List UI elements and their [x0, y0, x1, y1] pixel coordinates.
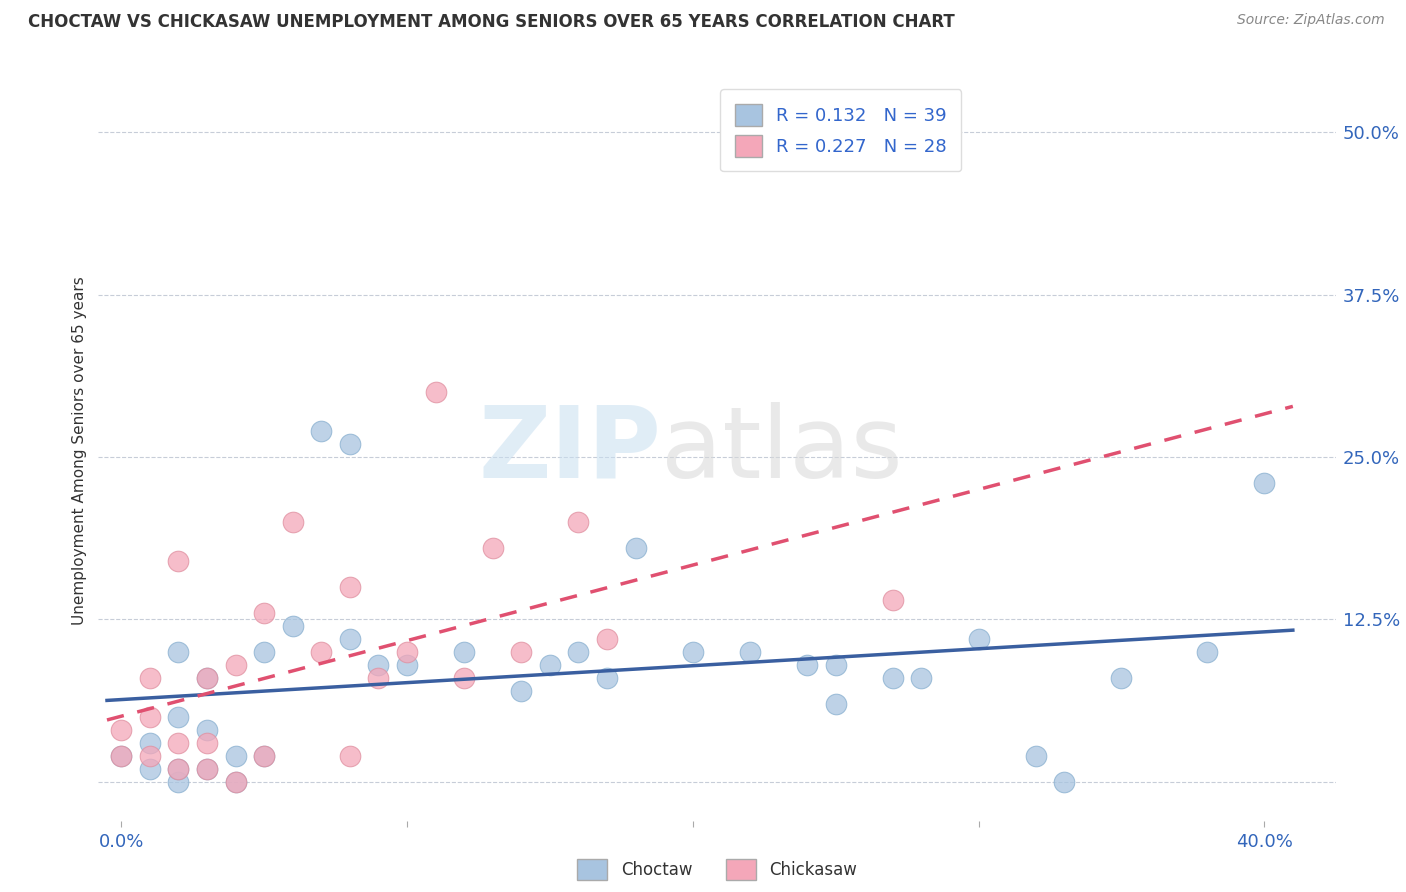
Point — [738, 645, 761, 659]
Point — [139, 710, 162, 724]
Point — [167, 774, 190, 789]
Point — [395, 645, 418, 659]
Point — [225, 657, 247, 672]
Point — [596, 671, 619, 685]
Point — [624, 541, 647, 555]
Point — [339, 748, 361, 763]
Point — [367, 671, 389, 685]
Point — [225, 748, 247, 763]
Point — [253, 748, 276, 763]
Point — [967, 632, 990, 646]
Point — [225, 774, 247, 789]
Point — [281, 619, 304, 633]
Point — [538, 657, 561, 672]
Point — [453, 645, 475, 659]
Point — [510, 645, 533, 659]
Point — [596, 632, 619, 646]
Point — [1111, 671, 1133, 685]
Point — [139, 762, 162, 776]
Point — [167, 554, 190, 568]
Point — [824, 657, 846, 672]
Point — [195, 671, 218, 685]
Point — [253, 645, 276, 659]
Point — [339, 580, 361, 594]
Point — [253, 748, 276, 763]
Point — [1053, 774, 1076, 789]
Point — [510, 683, 533, 698]
Text: ZIP: ZIP — [478, 402, 661, 499]
Text: CHOCTAW VS CHICKASAW UNEMPLOYMENT AMONG SENIORS OVER 65 YEARS CORRELATION CHART: CHOCTAW VS CHICKASAW UNEMPLOYMENT AMONG … — [28, 13, 955, 31]
Point — [395, 657, 418, 672]
Point — [453, 671, 475, 685]
Point — [281, 515, 304, 529]
Y-axis label: Unemployment Among Seniors over 65 years: Unemployment Among Seniors over 65 years — [72, 277, 87, 624]
Point — [367, 657, 389, 672]
Point — [311, 424, 333, 438]
Point — [882, 592, 904, 607]
Point — [1025, 748, 1047, 763]
Point — [339, 632, 361, 646]
Point — [567, 515, 589, 529]
Point — [167, 736, 190, 750]
Point — [110, 723, 132, 737]
Point — [195, 762, 218, 776]
Point — [110, 748, 132, 763]
Point — [1253, 475, 1275, 490]
Point — [195, 671, 218, 685]
Point — [167, 762, 190, 776]
Point — [311, 645, 333, 659]
Point — [882, 671, 904, 685]
Point — [339, 437, 361, 451]
Point — [1197, 645, 1219, 659]
Point — [110, 748, 132, 763]
Point — [139, 671, 162, 685]
Point — [139, 748, 162, 763]
Point — [253, 606, 276, 620]
Point — [682, 645, 704, 659]
Point — [796, 657, 818, 672]
Point — [195, 723, 218, 737]
Legend: Choctaw, Chickasaw: Choctaw, Chickasaw — [571, 853, 863, 887]
Point — [910, 671, 932, 685]
Point — [425, 384, 447, 399]
Point — [139, 736, 162, 750]
Point — [167, 710, 190, 724]
Point — [481, 541, 503, 555]
Point — [824, 697, 846, 711]
Point — [167, 645, 190, 659]
Point — [167, 762, 190, 776]
Text: Source: ZipAtlas.com: Source: ZipAtlas.com — [1237, 13, 1385, 28]
Point — [195, 736, 218, 750]
Point — [225, 774, 247, 789]
Point — [567, 645, 589, 659]
Text: atlas: atlas — [661, 402, 903, 499]
Point — [195, 762, 218, 776]
